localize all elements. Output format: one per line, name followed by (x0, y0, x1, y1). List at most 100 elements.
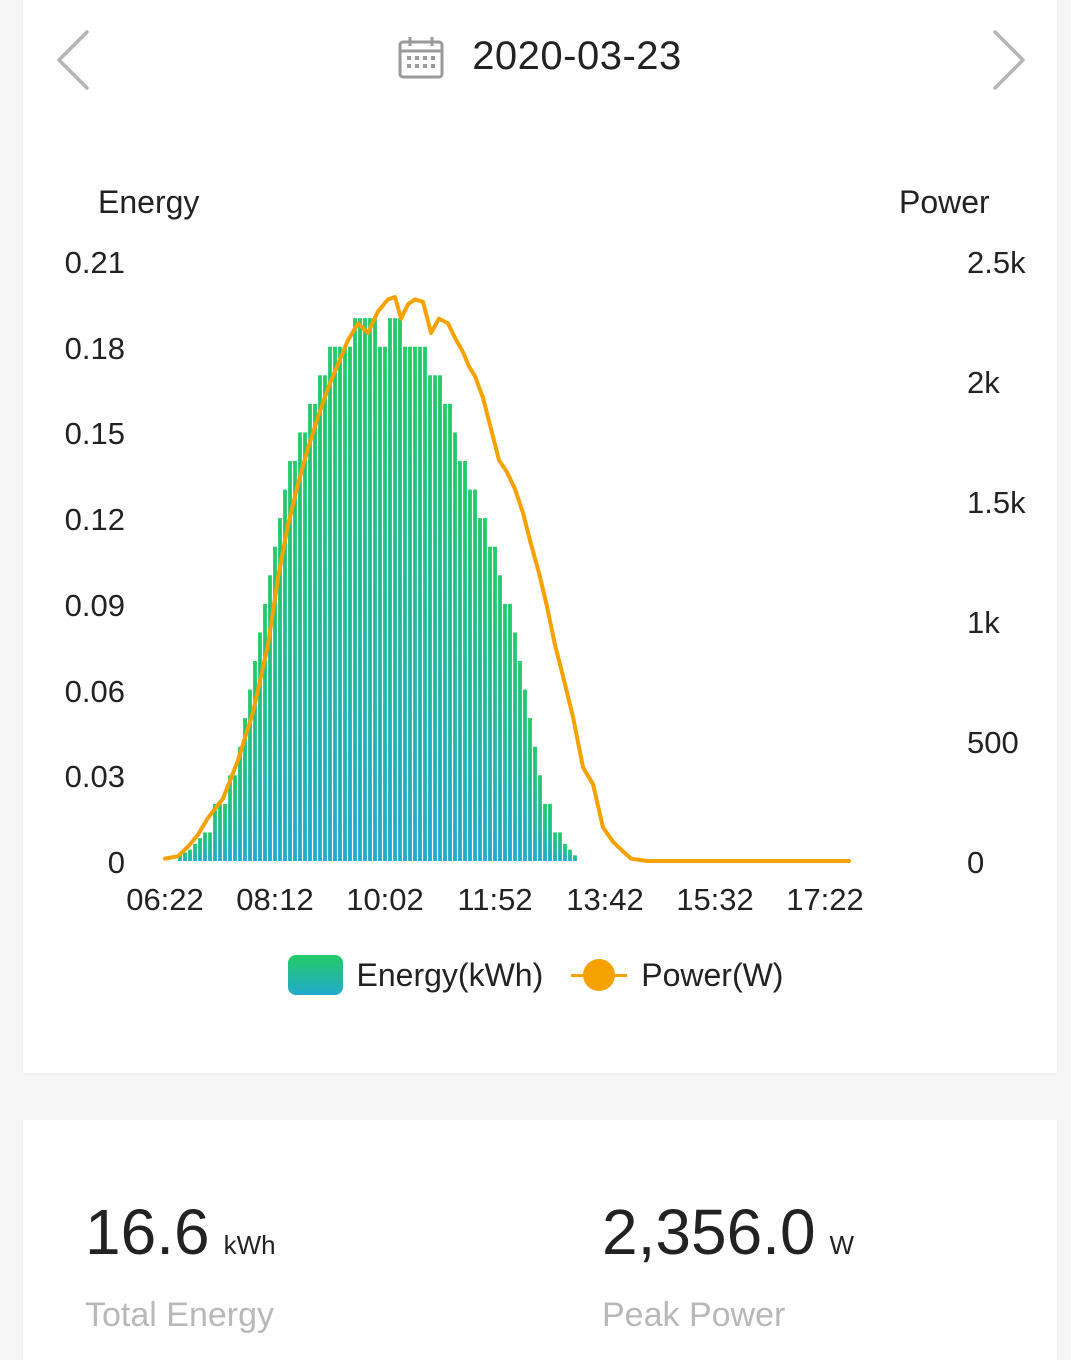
energy-bar (453, 432, 457, 861)
legend-item-power[interactable]: Power(W) (571, 955, 783, 995)
x-tick: 06:22 (126, 882, 204, 917)
energy-bar (223, 803, 227, 861)
right-y-tick: 0 (967, 845, 985, 880)
energy-bar (333, 346, 337, 862)
peak-power-value: 2,356.0 (602, 1196, 816, 1268)
energy-bar (278, 518, 282, 861)
total-energy-unit: kWh (223, 1230, 276, 1260)
energy-bar (193, 843, 197, 861)
energy-bar (388, 318, 392, 861)
energy-bar (328, 346, 332, 862)
chart-card: 2020-03-23 (23, 0, 1057, 1073)
power-line (163, 295, 851, 863)
energy-bar (403, 346, 407, 862)
energy-bar (218, 803, 222, 861)
energy-bar (563, 843, 567, 861)
energy-bar (473, 489, 477, 861)
energy-bar (323, 375, 327, 861)
legend-item-energy[interactable]: Energy(kWh) (287, 955, 544, 995)
energy-bar (253, 661, 257, 861)
x-tick: 13:42 (566, 882, 644, 917)
energy-bar (343, 346, 347, 862)
energy-bar (283, 489, 287, 861)
x-tick: 15:32 (676, 882, 754, 917)
right-axis-title: Power (899, 184, 990, 220)
energy-bar (423, 346, 427, 862)
energy-bar (228, 775, 232, 861)
energy-bar (293, 461, 297, 861)
energy-bar (348, 346, 352, 862)
energy-bar (438, 375, 442, 861)
energy-bar (488, 546, 492, 861)
energy-bar (208, 832, 212, 861)
right-y-tick: 1k (967, 605, 1000, 640)
energy-bar (358, 318, 362, 861)
peak-power-label: Peak Power (602, 1296, 786, 1334)
left-y-tick: 0.06 (64, 673, 125, 709)
chevron-left-icon (57, 30, 89, 90)
energy-bar (378, 346, 382, 862)
energy-bar (338, 346, 342, 862)
energy-bar (213, 803, 217, 861)
x-tick: 11:52 (457, 882, 533, 917)
left-y-tick: 0.18 (64, 330, 125, 366)
energy-bar (373, 318, 377, 861)
total-energy-value: 16.6 (85, 1196, 210, 1268)
energy-bar (483, 518, 487, 861)
energy-bar (433, 375, 437, 861)
left-axis-title: Energy (98, 184, 200, 220)
energy-bar (418, 346, 422, 862)
left-y-tick: 0.15 (64, 416, 125, 452)
energy-bar (353, 318, 357, 861)
peak-power-stat: 2,356.0 W (602, 1200, 854, 1264)
left-y-tick: 0 (107, 845, 125, 880)
energy-bar (468, 489, 472, 861)
x-tick: 08:12 (236, 882, 314, 917)
energy-bar (498, 575, 502, 861)
energy-bar (183, 852, 187, 861)
calendar-icon (398, 36, 444, 78)
energy-bar (243, 718, 247, 861)
next-day-button[interactable] (989, 28, 1029, 92)
energy-bar (233, 775, 237, 861)
energy-bar (428, 375, 432, 861)
energy-bar (308, 403, 312, 861)
prev-day-button[interactable] (53, 28, 93, 92)
energy-bar (568, 849, 572, 861)
energy-bar (313, 403, 317, 861)
date-selector[interactable]: 2020-03-23 (23, 34, 1057, 90)
left-y-tick: 0.12 (64, 502, 125, 538)
energy-bar (443, 403, 447, 861)
energy-bar (273, 546, 277, 861)
energy-bar (503, 603, 507, 861)
energy-bar (548, 803, 552, 861)
energy-bar (178, 855, 182, 861)
left-y-tick: 0.09 (64, 587, 125, 623)
energy-bar (268, 575, 272, 861)
peak-power-unit: W (829, 1230, 855, 1260)
right-y-tick: 2k (967, 365, 1000, 400)
energy-bar (263, 603, 267, 861)
left-y-tick: 0.03 (64, 759, 125, 795)
energy-swatch (287, 955, 343, 995)
energy-bar (508, 603, 512, 861)
left-y-tick: 0.21 (64, 245, 125, 280)
energy-bar (288, 461, 292, 861)
energy-bar (523, 689, 527, 861)
legend-label-energy: Energy(kWh) (356, 956, 544, 993)
energy-bar (458, 461, 462, 861)
energy-bar (573, 855, 577, 861)
energy-bar (383, 346, 387, 862)
energy-bar (258, 632, 262, 861)
energy-bars (178, 318, 577, 862)
stats-card (23, 1120, 1057, 1360)
energy-bar (298, 432, 302, 861)
right-y-tick: 1.5k (967, 485, 1026, 520)
energy-bar (493, 546, 497, 861)
energy-bar (543, 803, 547, 861)
energy-bar (513, 632, 517, 861)
chevron-right-icon (993, 30, 1025, 90)
energy-bar (198, 838, 202, 861)
energy-bar (363, 318, 367, 861)
